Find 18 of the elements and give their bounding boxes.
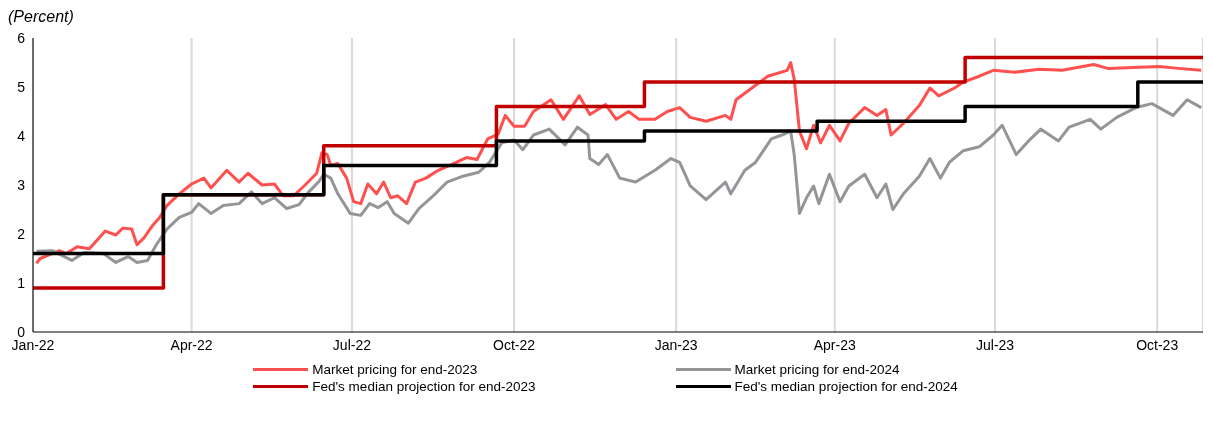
y-tick-label: 1 (17, 274, 26, 291)
legend-label: Fed's median projection for end-2024 (734, 379, 958, 394)
x-tick-label: Oct-23 (1136, 336, 1179, 353)
y-tick-label: 5 (17, 78, 26, 95)
chart-subtitle: (Percent) (8, 8, 75, 26)
legend-label: Market pricing for end-2023 (312, 362, 478, 377)
y-tick-label: 6 (17, 29, 26, 46)
y-tick-label: 4 (17, 127, 26, 144)
y-tick-label: 3 (17, 176, 26, 193)
x-tick-label: Jul-23 (976, 336, 1015, 353)
legend-label: Fed's median projection for end-2023 (312, 379, 536, 394)
y-tick-label: 2 (17, 225, 26, 242)
x-tick-label: Jul-22 (332, 336, 372, 353)
x-tick-label: Oct-22 (493, 336, 536, 353)
x-tick-label: Apr-23 (813, 336, 856, 353)
legend-label: Market pricing for end-2024 (734, 362, 900, 377)
x-tick-label: Apr-22 (170, 336, 213, 353)
x-tick-label: Jan-23 (654, 336, 698, 353)
